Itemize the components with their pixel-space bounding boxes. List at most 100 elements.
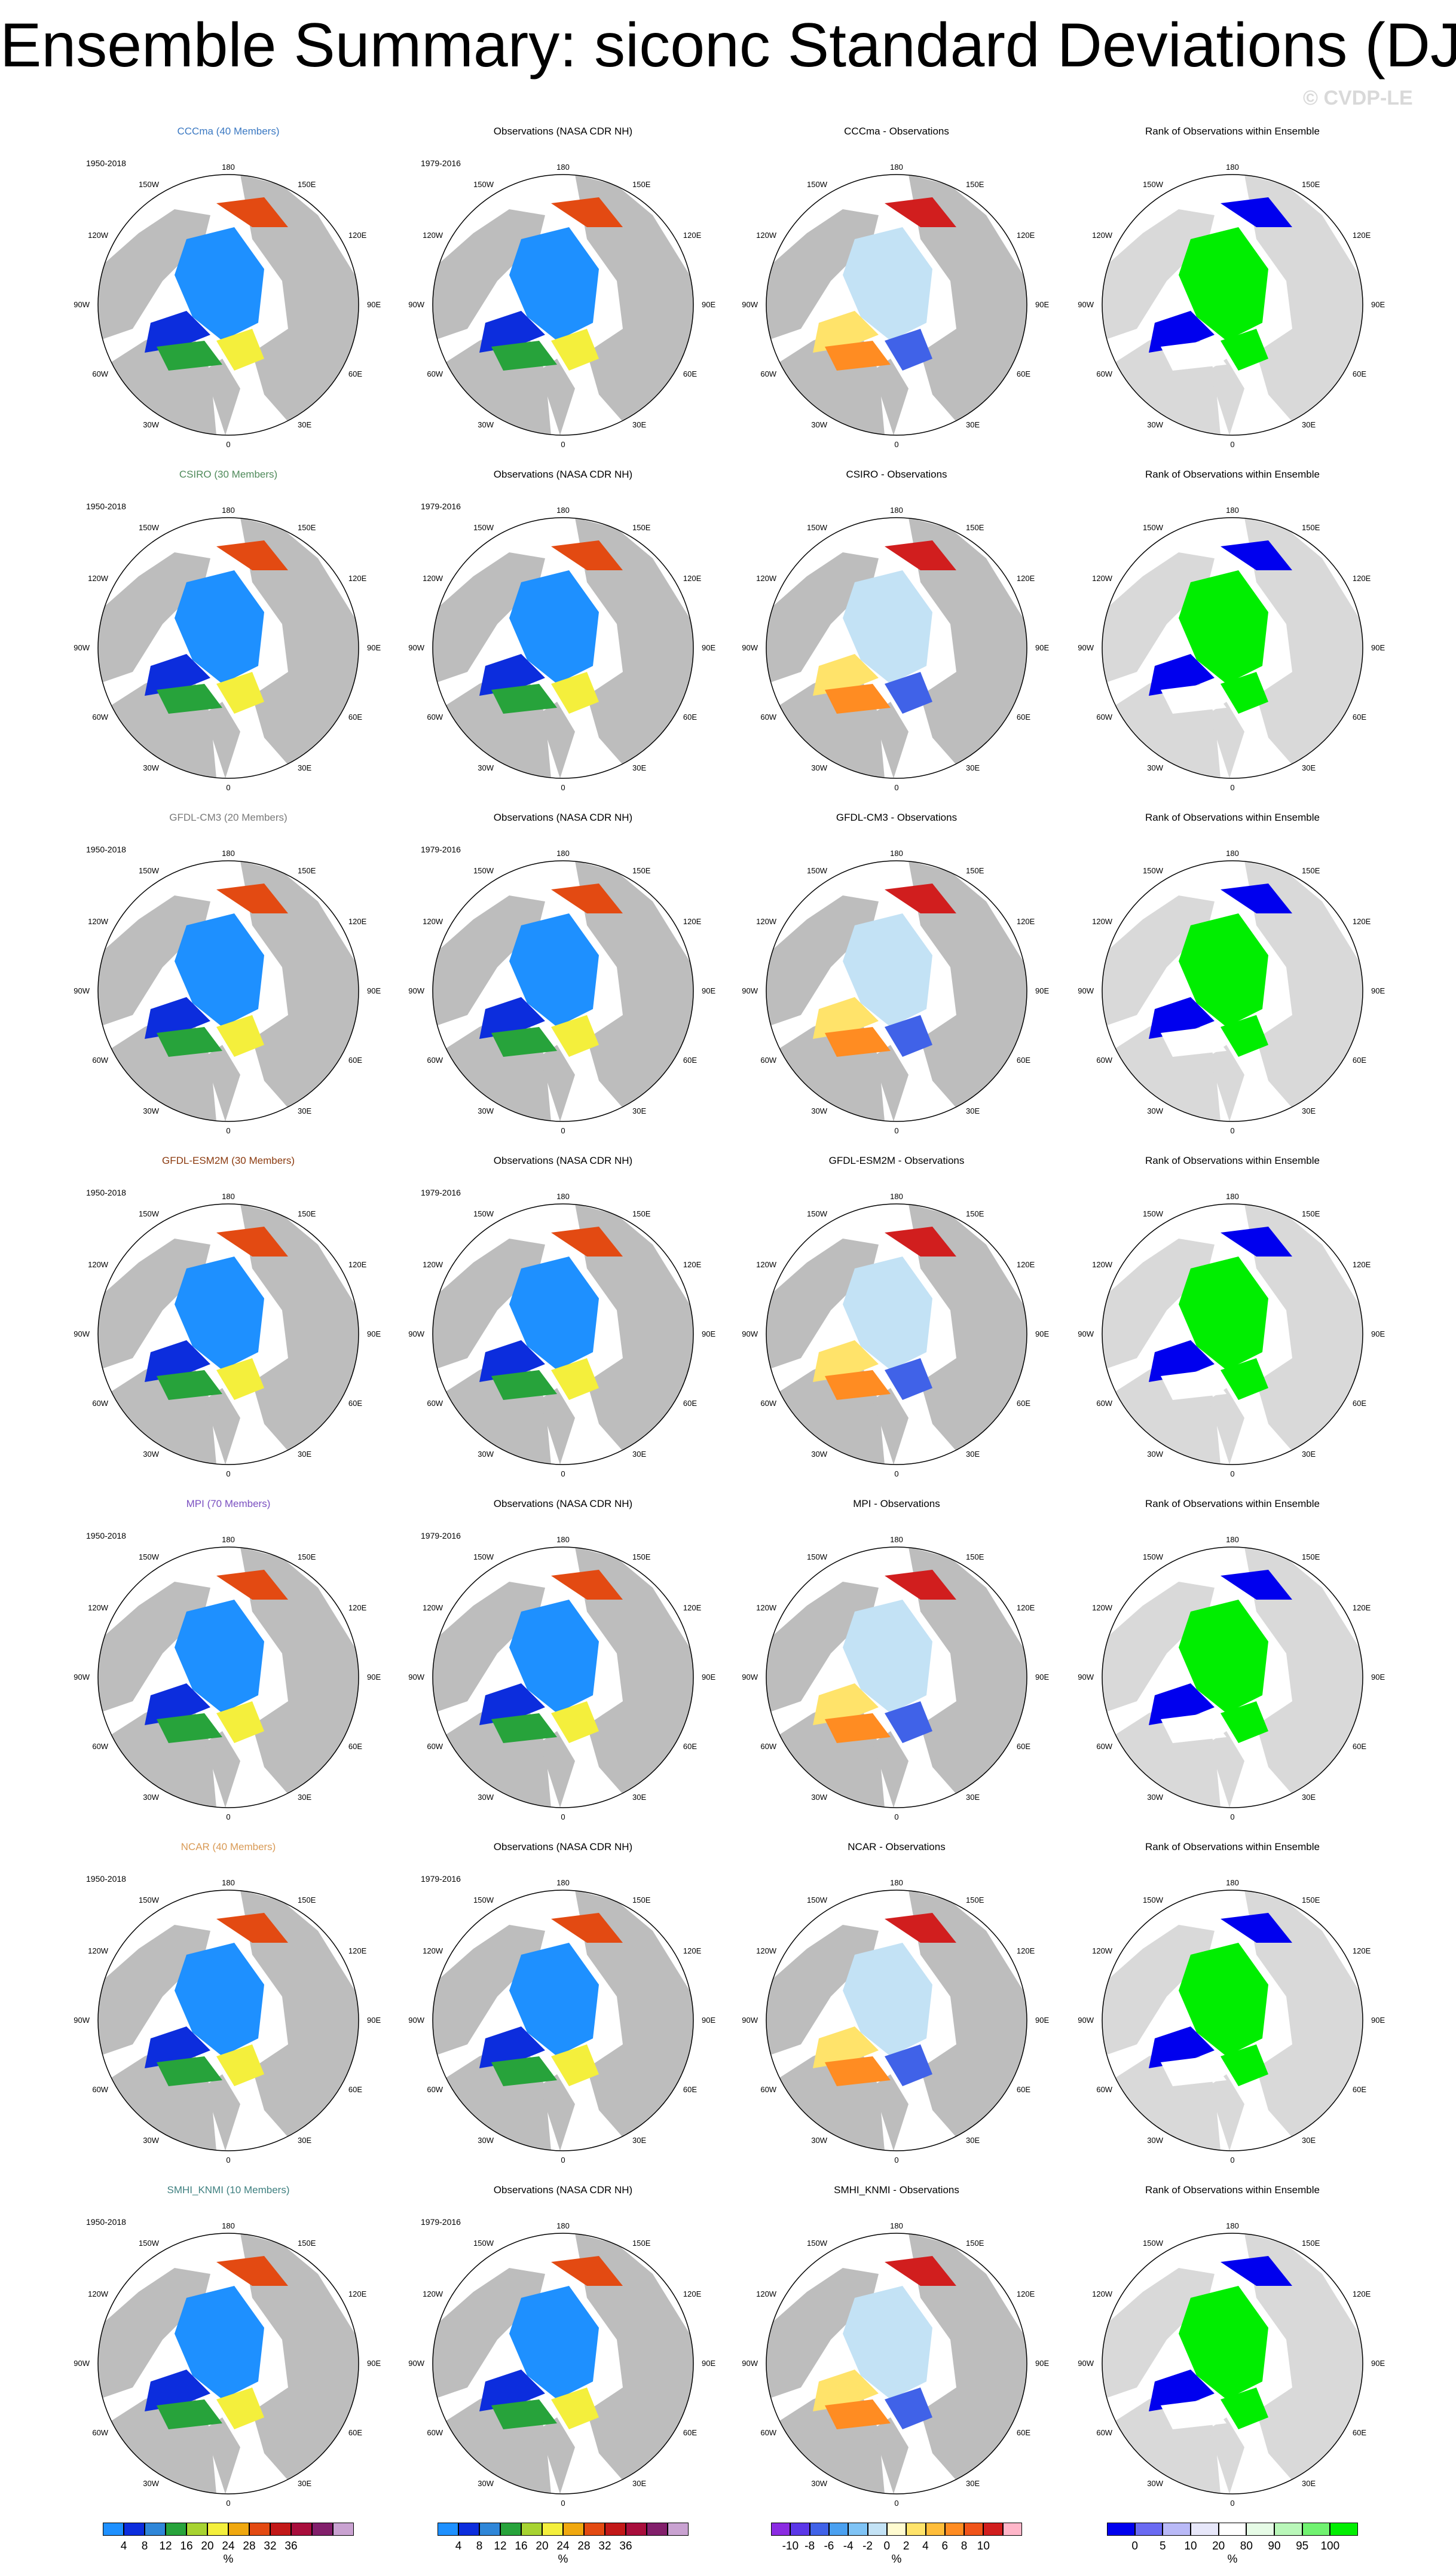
longitude-label: 180 [890,2221,903,2230]
baffin-ice [1149,311,1215,353]
colorbar-tick-label: 6 [941,2540,949,2552]
rank-title: Rank of Observations within Ensemble [1145,812,1320,823]
colorbar-swatch [103,2523,124,2536]
barents-ice [216,1701,264,1743]
longitude-label: 30E [1302,2479,1316,2488]
longitude-label: 120E [1353,1260,1371,1269]
longitude-label: 180 [1226,1878,1239,1887]
longitude-label: 30E [1302,1450,1316,1459]
longitude-label: 120W [1092,1603,1113,1612]
longitude-label: 60E [1017,1056,1030,1065]
central-arctic-ice [843,1943,932,2056]
barents-ice [216,1015,264,1057]
longitude-label: 30E [966,1450,980,1459]
longitude-label: 120W [1092,1946,1113,1955]
polar-map-diff: 180 0 150W 150E 120W 120E 90W 90E 60W 60E 30W 30E [742,163,1049,449]
longitude-label: 30W [811,420,827,429]
longitude-label: 30E [632,763,646,772]
longitude-label: 30E [632,1793,646,1802]
observations-period: 1979-2016 [421,502,461,511]
longitude-label: 120E [348,1260,367,1269]
longitude-label: 120W [423,2289,443,2298]
longitude-label: 120W [423,1260,443,1269]
longitude-label: 150W [139,1552,160,1561]
rank-title: Rank of Observations within Ensemble [1145,1841,1320,1852]
land-mass [1209,1045,1244,1121]
map-border [766,174,1027,436]
map-border [766,1890,1027,2151]
polar-map-model: 180 0 150W 150E 120W 120E 90W 90E 60W 60E 30W 30E [74,1878,381,2165]
central-arctic-ice [509,2286,599,2399]
colorbar-swatch [944,2523,965,2536]
longitude-label: 150W [1143,180,1164,189]
colorbar-swatch [906,2523,926,2536]
observations-title: Observations (NASA CDR NH) [493,1498,633,1509]
observations-title: Observations (NASA CDR NH) [493,469,633,480]
baffin-ice [813,1340,879,1382]
land-mass [909,1890,1027,2151]
polar-map-obs: 180 0 150W 150E 120W 120E 90W 90E 60W 60E 30W 30E [408,1878,715,2165]
longitude-label: 30W [478,763,494,772]
longitude-label: 120W [423,231,443,240]
land-mass [1244,1204,1363,1465]
longitude-label: 120W [88,2289,109,2298]
bering-ice [1221,197,1292,227]
longitude-label: 60W [1096,2085,1112,2094]
longitude-label: 60W [760,713,776,722]
bering-ice [1221,1227,1292,1257]
longitude-label: 60E [1353,713,1366,722]
observations-title: Observations (NASA CDR NH) [493,1841,633,1852]
longitude-label: 150E [966,1552,984,1561]
model-period: 1950-2018 [86,158,126,168]
barents-ice [216,2044,264,2086]
colorbar-swatch [312,2523,333,2536]
longitude-label: 30E [1302,1106,1316,1115]
land-mass [1244,2233,1363,2494]
colorbar-swatch [668,2523,689,2536]
colorbar-swatch [1134,2523,1163,2536]
polar-map-diff: 180 0 150W 150E 120W 120E 90W 90E 60W 60E 30W 30E [742,2221,1049,2508]
colorbar-tick-label: 95 [1296,2540,1309,2552]
longitude-label: 30W [478,2479,494,2488]
longitude-label: 90W [1078,1673,1094,1682]
colorbar-swatch [1107,2523,1135,2536]
land-mass [98,895,210,1027]
land-mass [1244,1890,1363,2151]
longitude-label: 90W [742,2016,758,2025]
longitude-label: 90W [408,300,424,309]
land-mass [204,1045,240,1121]
longitude-label: 60W [1096,1056,1112,1065]
longitude-label: 30E [966,2136,980,2145]
bering-ice [216,2256,288,2286]
longitude-label: 60W [427,1056,443,1065]
longitude-label: 150E [298,1552,316,1561]
bering-ice [551,1570,623,1600]
labrador-ice [157,1370,222,1400]
colorbar-tick-label: 12 [159,2540,172,2552]
bering-ice [216,884,288,913]
colorbar-swatch [584,2523,605,2536]
map-border [432,517,694,779]
land-mass [766,2268,879,2399]
longitude-label: 120W [88,1946,109,1955]
land-mass [766,1582,879,1713]
land-mass [766,1925,879,2056]
land-mass [240,2233,359,2494]
central-arctic-ice [509,1600,599,1713]
longitude-label: 180 [1226,163,1239,172]
map-border [766,2233,1027,2494]
longitude-label: 30W [811,2136,827,2145]
longitude-label: 30E [1302,420,1316,429]
bering-ice [885,197,956,227]
longitude-label: 150E [966,2239,984,2248]
longitude-label: 90E [1035,643,1049,652]
colorbar-swatch [145,2523,166,2536]
baffin-ice [1149,2026,1215,2068]
longitude-label: 30W [1147,2479,1163,2488]
land-mass [1102,1582,1215,1713]
colorbar-unit: % [223,2553,234,2566]
longitude-label: 60W [1096,1742,1112,1751]
observations-period: 1979-2016 [421,1188,461,1197]
bering-ice [885,1227,956,1257]
